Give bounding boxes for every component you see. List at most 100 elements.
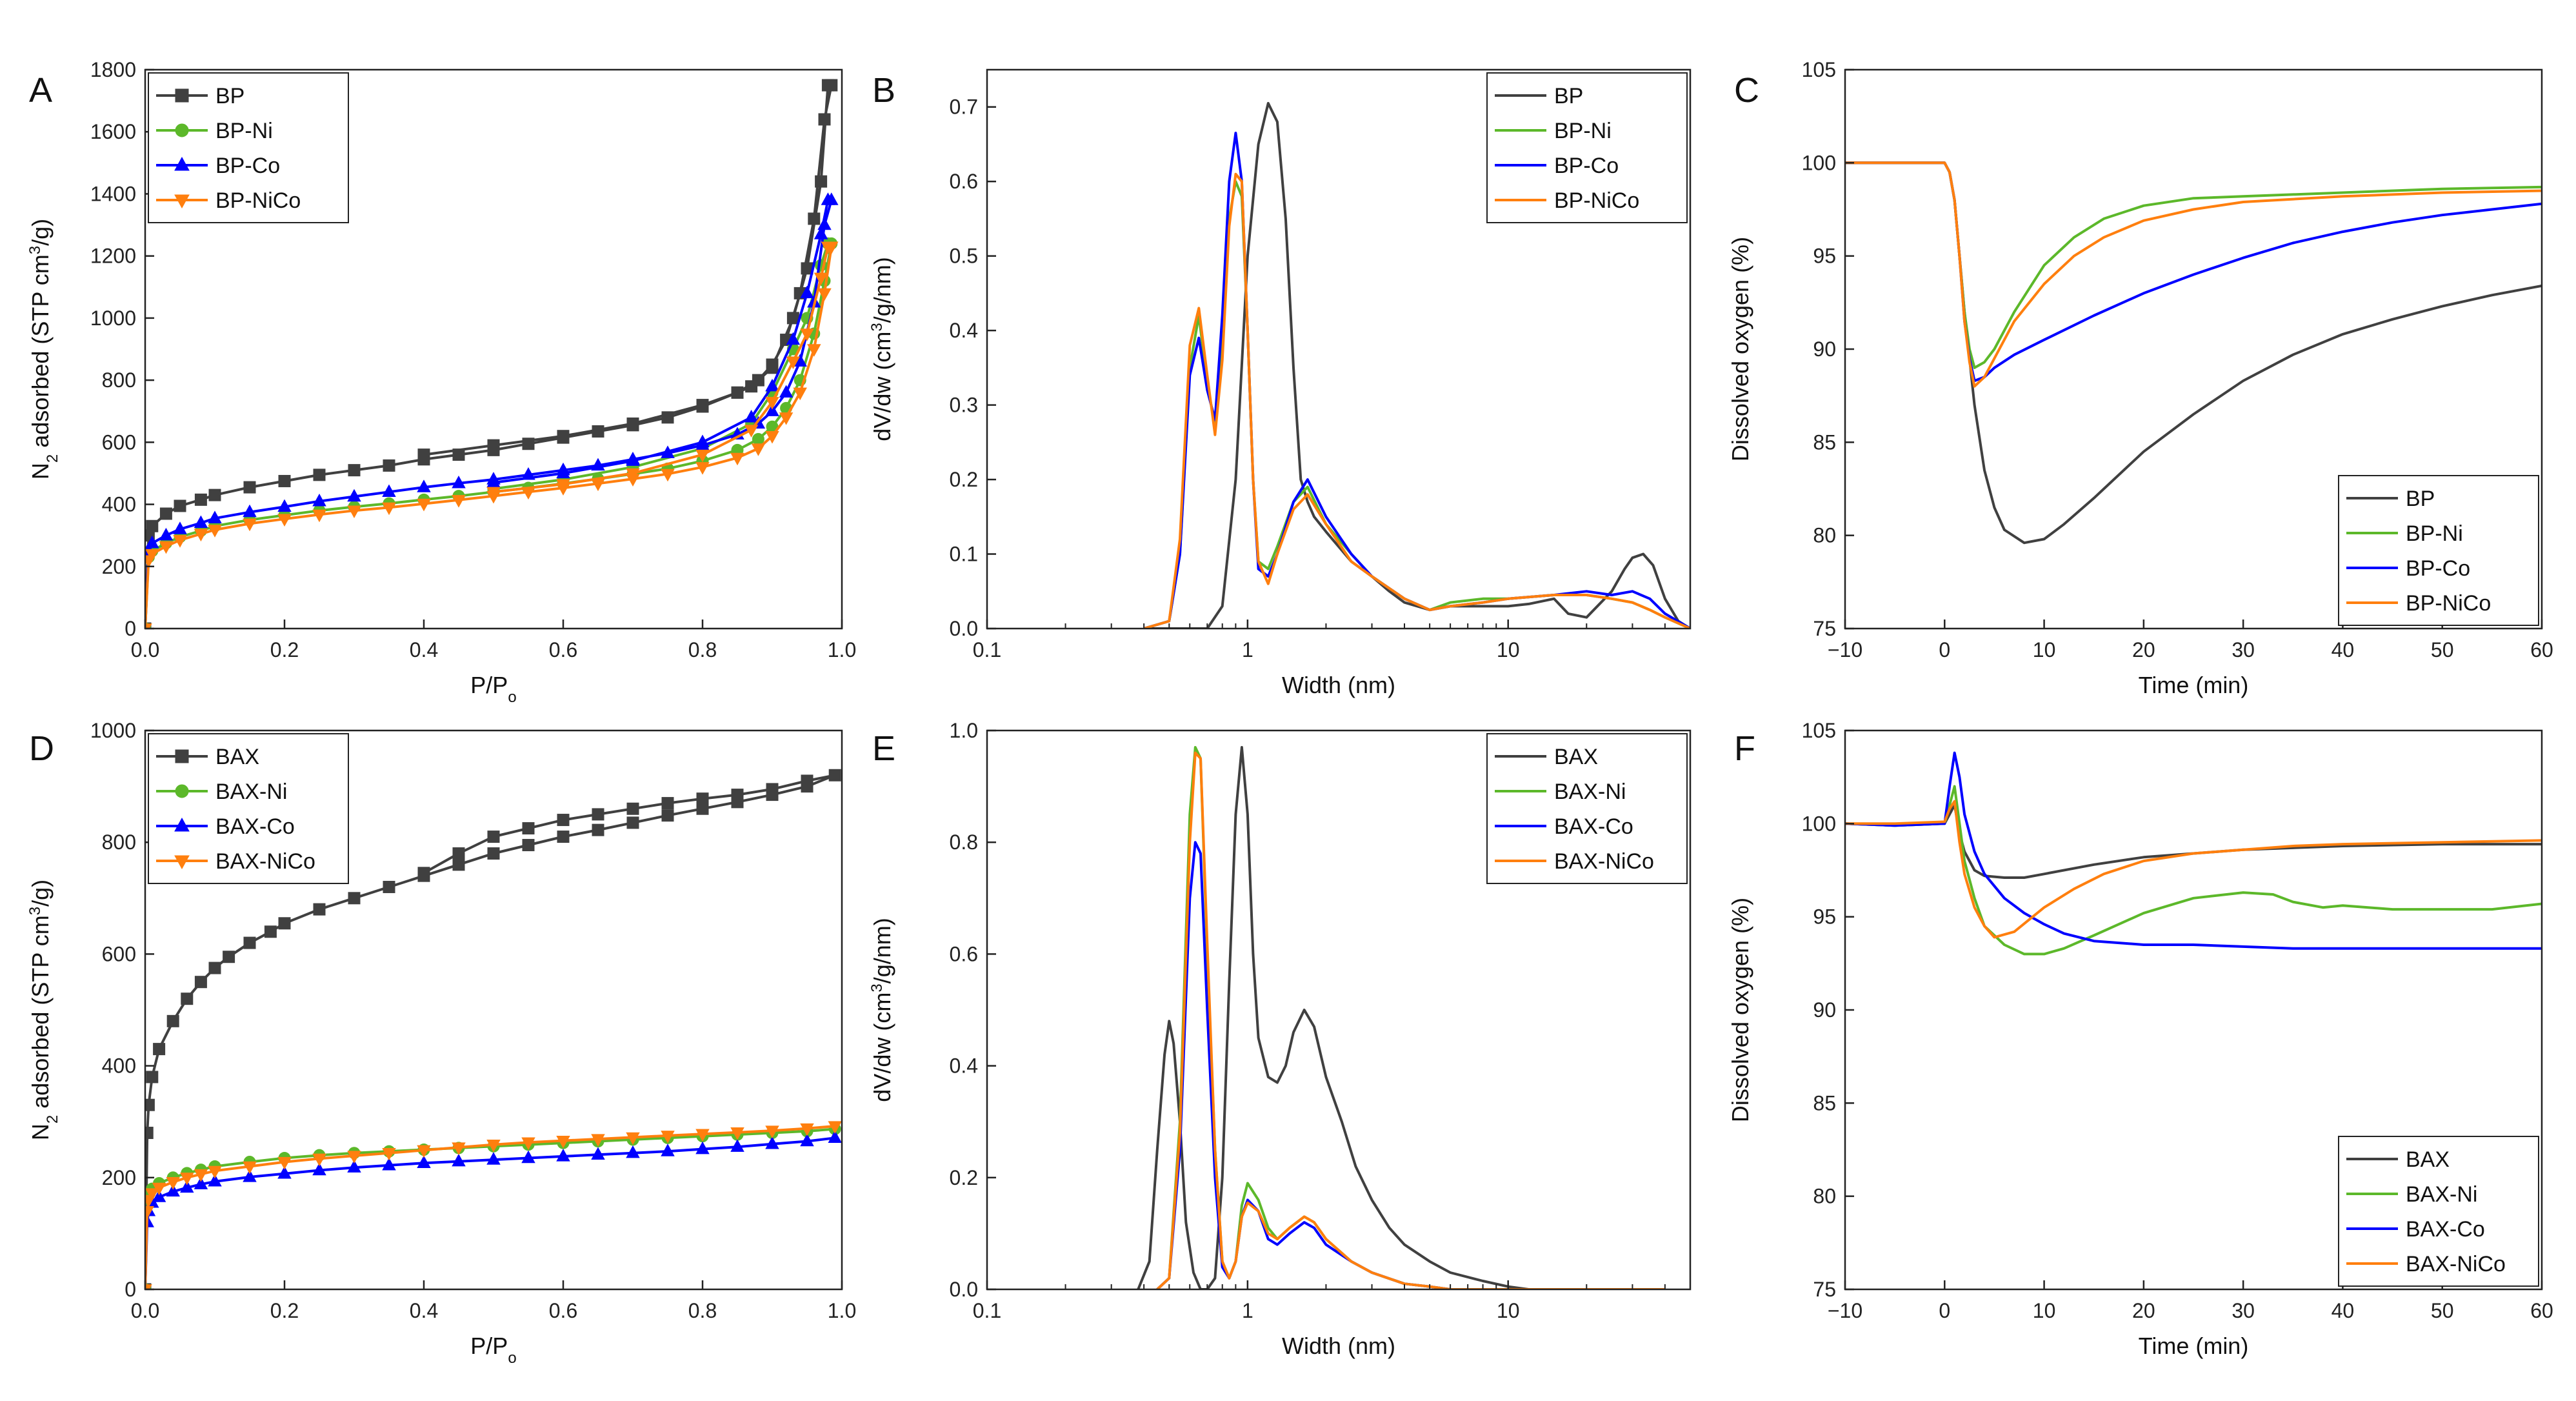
- plot-frame: [144, 68, 843, 630]
- data-point-bax: [522, 822, 535, 835]
- legend-label: BAX: [2406, 1147, 2450, 1172]
- data-point-bax: [661, 797, 674, 810]
- y-tick-label: 1200: [90, 245, 136, 268]
- data-point-bax-co: [828, 1130, 842, 1144]
- x-tick-label: 1: [1242, 1299, 1253, 1322]
- data-point-bp-co: [347, 489, 361, 502]
- legend-marker: [175, 88, 189, 103]
- y-tick-label: 0: [125, 1278, 136, 1301]
- y-tick-label: 800: [102, 368, 136, 392]
- data-point-bax: [592, 823, 604, 836]
- data-point-bp-nico: [821, 241, 835, 255]
- data-point-bp-nico: [817, 288, 832, 301]
- data-point-bp: [522, 438, 535, 450]
- x-tick-label: 0.1: [973, 1299, 1001, 1322]
- data-point-bax-co: [661, 1144, 675, 1156]
- legend-label: BP-Ni: [1554, 119, 1612, 143]
- data-point-bax: [208, 962, 221, 974]
- panel-letter: D: [29, 729, 54, 768]
- data-point-bp-nico: [793, 387, 807, 401]
- data-point-bp-co: [744, 410, 759, 423]
- data-point-bax-co: [417, 1155, 431, 1168]
- x-tick-label: 40: [2331, 1299, 2355, 1322]
- legend-box: [1486, 72, 1688, 223]
- data-point-bp-co: [765, 378, 779, 392]
- legend: BP BP-Ni BP-Co BP-NiCo: [2338, 475, 2539, 626]
- panel-letter: B: [872, 71, 895, 110]
- data-point-bp-co: [417, 479, 431, 492]
- x-tick-label: 1: [1242, 638, 1253, 661]
- y-axis-label: Dissolved oxygen (%): [1727, 898, 1753, 1122]
- legend-label: BAX-NiCo: [2406, 1252, 2506, 1276]
- y-tick-label: 1000: [90, 307, 136, 330]
- y-tick-label: 400: [102, 493, 136, 516]
- legend-box: [1486, 733, 1688, 884]
- x-axis-label: Width (nm): [1282, 1333, 1395, 1359]
- series-group: [1143, 102, 1690, 629]
- legend-label: BAX-Ni: [1554, 780, 1626, 804]
- y-tick-label: 105: [1802, 719, 1836, 742]
- panel-e: E 0.1 1 10 0.0 0.2 0.4 0.6 0.8 1.0 Width (nm) dV/dw…: [868, 719, 1692, 1359]
- data-point-bax-nico: [166, 1177, 180, 1190]
- y-axis-label: N2 adsorbed (STP cm3/g): [26, 880, 61, 1140]
- data-point-bp-co: [145, 535, 159, 549]
- data-point-bax-co: [800, 1133, 814, 1147]
- data-point-bp-co: [452, 476, 466, 489]
- series-line-bp-nico: [1845, 161, 2542, 388]
- data-point-bax: [348, 892, 361, 905]
- x-axis-label: P/Po: [470, 1333, 516, 1367]
- data-point-bp-nico: [786, 356, 801, 370]
- panel-a: A 0.0 0.2 0.4 0.6 0.8 1.0 0 200 400 600 800 1000 1200…: [26, 58, 857, 706]
- data-point-bax: [383, 880, 395, 893]
- plot-frame: [986, 68, 1692, 630]
- data-point-bp: [745, 380, 758, 393]
- data-point-bax-nico: [208, 1165, 222, 1179]
- legend-box: [2338, 475, 2539, 626]
- y-tick-label: 90: [1813, 998, 1836, 1022]
- data-point-bp-co: [814, 227, 828, 239]
- data-point-bp-nico: [277, 514, 292, 527]
- y-tick-label: 0.4: [950, 1054, 978, 1078]
- x-tick-label: 0.0: [131, 1299, 159, 1322]
- data-point-bax-nico: [382, 1147, 396, 1161]
- series-line-bax-co: [1845, 751, 2542, 950]
- data-point-bp: [208, 489, 221, 501]
- legend-label: BAX-NiCo: [1554, 849, 1654, 874]
- data-point-bp: [243, 481, 256, 494]
- plot-frame: [986, 729, 1692, 1291]
- y-tick-label: 1400: [90, 182, 136, 205]
- y-tick-label: 400: [102, 1054, 136, 1078]
- data-point-bp: [417, 449, 430, 461]
- data-point-bax-nico: [661, 1131, 675, 1144]
- data-point-bax-co: [277, 1165, 292, 1179]
- data-point-bax: [417, 867, 430, 880]
- series-line-bax-nico: [1845, 800, 2542, 939]
- data-point-bax-co: [556, 1149, 570, 1162]
- data-point-bax: [522, 839, 535, 852]
- series-group: [1137, 746, 1665, 1289]
- legend-label: BAX-Co: [215, 814, 295, 839]
- legend: BAX BAX-Ni BAX-Co BAX-NiCo: [148, 733, 349, 884]
- y-tick-label: 0.7: [950, 96, 978, 119]
- data-point-bp-nico: [730, 452, 744, 466]
- data-point-bp: [313, 469, 326, 481]
- data-point-bax: [145, 1127, 154, 1140]
- legend-label: BP-Co: [2406, 556, 2470, 581]
- legend-label: BP-NiCo: [2406, 591, 2491, 616]
- y-tick-label: 95: [1813, 245, 1836, 268]
- y-tick-label: 1800: [90, 58, 136, 81]
- data-point-bp-nico: [312, 509, 326, 523]
- data-point-bax-co: [152, 1189, 166, 1202]
- series-group: [1845, 751, 2542, 956]
- data-point-bp-nico: [208, 525, 222, 538]
- x-tick-label: 10: [1497, 638, 1520, 661]
- data-point-bp-co: [277, 499, 292, 512]
- y-tick-label: 105: [1802, 58, 1836, 81]
- data-point-bp-nico: [145, 623, 152, 629]
- data-point-bp: [731, 386, 744, 399]
- data-point-bp-nico: [145, 549, 159, 562]
- data-point-bp-nico: [695, 462, 710, 475]
- legend-marker: [175, 784, 189, 798]
- y-tick-label: 0.5: [950, 245, 978, 268]
- data-point-bp-nico: [486, 487, 501, 500]
